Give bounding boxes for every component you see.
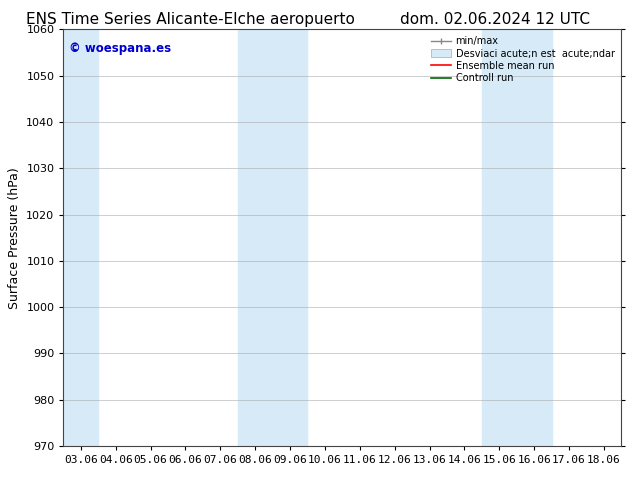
Text: ENS Time Series Alicante-Elche aeropuerto: ENS Time Series Alicante-Elche aeropuert… [26,12,354,27]
Text: dom. 02.06.2024 12 UTC: dom. 02.06.2024 12 UTC [399,12,590,27]
Legend: min/max, Desviaci acute;n est  acute;ndar, Ensemble mean run, Controll run: min/max, Desviaci acute;n est acute;ndar… [429,34,616,85]
Y-axis label: Surface Pressure (hPa): Surface Pressure (hPa) [8,167,21,309]
Text: © woespana.es: © woespana.es [69,42,171,55]
Bar [63,29,98,446]
Bar [238,29,307,446]
Bar [482,29,552,446]
